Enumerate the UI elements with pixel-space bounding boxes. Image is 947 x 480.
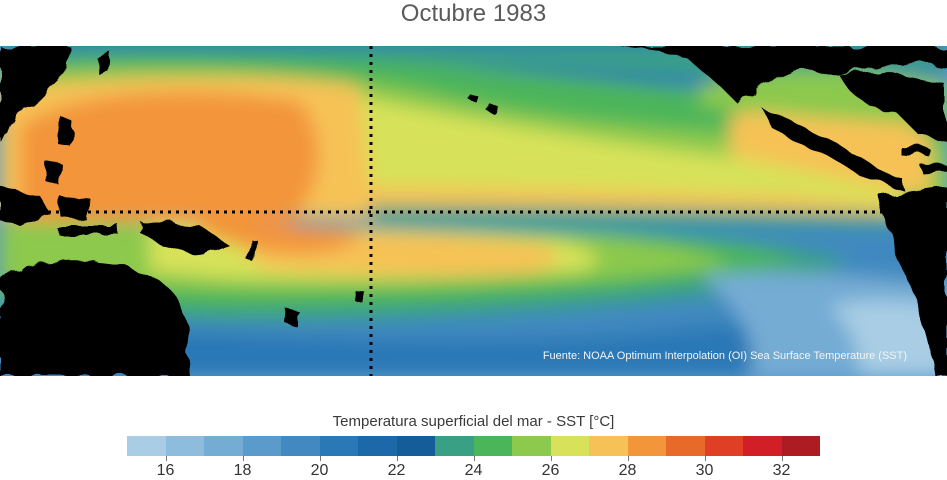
colorbar-swatch [435,436,474,456]
colorbar-tick-label: 20 [310,462,329,479]
colorbar-swatch [589,436,628,456]
colorbar-swatch [242,436,281,456]
colorbar-tick [396,456,398,461]
colorbar-swatch [281,436,320,456]
colorbar-swatch [704,436,743,456]
colorbar-swatch [743,436,782,456]
source-note: Fuente: NOAA Optimum Interpolation (OI) … [542,350,907,362]
colorbar-swatch [473,436,512,456]
colorbar-tick-label: 30 [695,462,714,479]
colorbar-swatch [165,436,204,456]
colorbar [127,436,820,456]
colorbar-tick-label: 26 [541,462,560,479]
colorbar-tick [165,456,167,461]
colorbar-tick-label: 32 [772,462,791,479]
colorbar-swatch [358,436,397,456]
colorbar-swatch [666,436,705,456]
colorbar-swatch [781,436,820,456]
colorbar-swatch [627,436,666,456]
colorbar-label: Temperatura superficial del mar - SST [°… [332,413,615,430]
colorbar-tick [319,456,321,461]
colorbar-tick [550,456,552,461]
colorbar-tick-label: 28 [618,462,637,479]
colorbar-ticks: 16 18 20 22 24 26 28 30 32 [127,456,820,480]
colorbar-swatch [550,436,589,456]
colorbar-tick-label: 22 [387,462,406,479]
map-title: Octubre 1983 [400,0,547,27]
sst-map [0,46,947,376]
colorbar-swatch [127,436,166,456]
colorbar-tick-label: 16 [156,462,175,479]
colorbar-tick-label: 18 [233,462,252,479]
colorbar-swatch [396,436,435,456]
colorbar-tick-label: 24 [464,462,483,479]
colorbar-tick [781,456,783,461]
colorbar-swatch [204,436,243,456]
colorbar-swatch [319,436,358,456]
colorbar-tick [627,456,629,461]
colorbar-tick [242,456,244,461]
colorbar-tick [704,456,706,461]
colorbar-swatch [512,436,551,456]
colorbar-tick [473,456,475,461]
